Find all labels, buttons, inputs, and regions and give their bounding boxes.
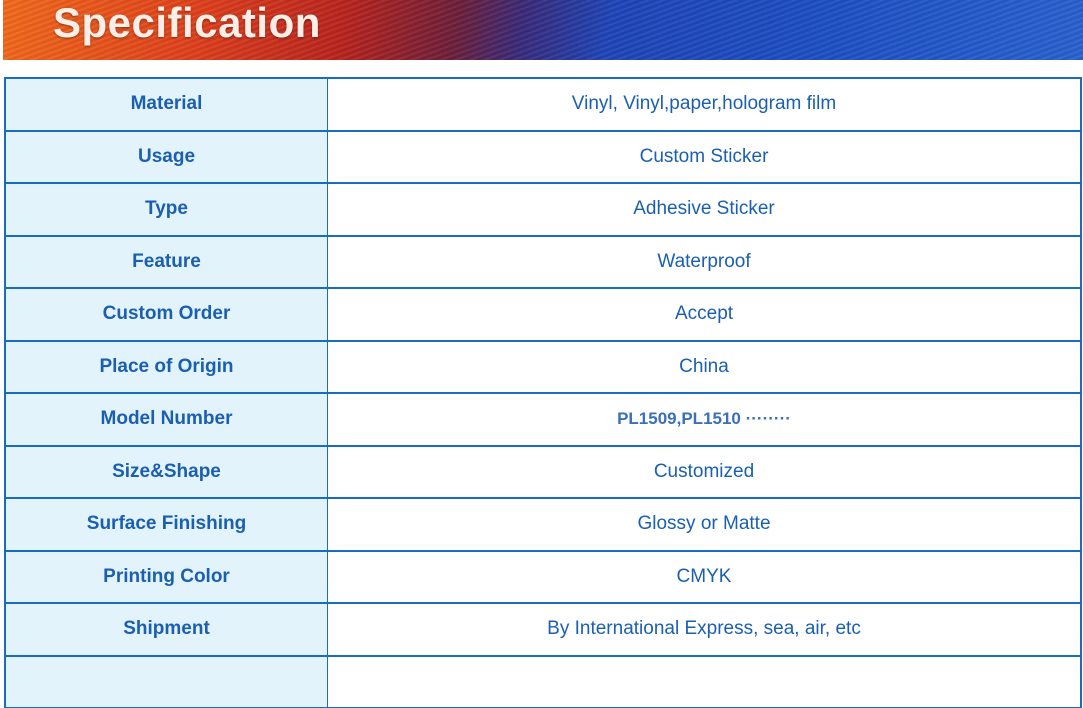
table-row: Size&Shape Customized [5, 444, 1081, 499]
table-row: Usage Custom Sticker [5, 129, 1081, 184]
spec-value: China [327, 339, 1081, 394]
specification-table: Material Vinyl, Vinyl,paper,hologram film… [4, 77, 1082, 708]
spec-label [5, 654, 328, 708]
table-row: Place of Origin China [5, 339, 1081, 394]
spec-label: Type [5, 182, 328, 236]
spec-value: PL1509,PL1510 ········ [327, 392, 1081, 446]
table-row [5, 654, 1081, 708]
spec-label: Usage [5, 129, 328, 184]
spec-value [327, 654, 1081, 708]
spec-label: Place of Origin [5, 339, 328, 394]
spec-value: Vinyl, Vinyl,paper,hologram film [327, 77, 1081, 131]
spec-value: Accept [327, 287, 1081, 341]
spec-value: Glossy or Matte [327, 497, 1081, 551]
spec-value: Custom Sticker [327, 129, 1081, 184]
table-row: Model Number PL1509,PL1510 ········ [5, 392, 1081, 446]
spec-value: CMYK [327, 549, 1081, 604]
spec-value: By International Express, sea, air, etc [327, 602, 1081, 656]
spec-label: Size&Shape [5, 444, 328, 499]
table-row: Shipment By International Express, sea, a… [5, 602, 1081, 656]
spec-label: Material [5, 77, 328, 131]
banner-title: Specification [53, 0, 321, 46]
spec-label: Printing Color [5, 549, 328, 604]
spec-label: Shipment [5, 602, 328, 656]
spec-label: Feature [5, 234, 328, 289]
table-row: Feature Waterproof [5, 234, 1081, 289]
spec-label: Custom Order [5, 287, 328, 341]
table-row: Printing Color CMYK [5, 549, 1081, 604]
table-row: Type Adhesive Sticker [5, 182, 1081, 236]
table-row: Custom Order Accept [5, 287, 1081, 341]
table-row: Surface Finishing Glossy or Matte [5, 497, 1081, 551]
table-row: Material Vinyl, Vinyl,paper,hologram film [5, 77, 1081, 131]
spec-value: Adhesive Sticker [327, 182, 1081, 236]
spec-value: Waterproof [327, 234, 1081, 289]
spec-label: Model Number [5, 392, 328, 446]
spec-value: Customized [327, 444, 1081, 499]
specification-banner: Specification [3, 0, 1083, 60]
spec-label: Surface Finishing [5, 497, 328, 551]
